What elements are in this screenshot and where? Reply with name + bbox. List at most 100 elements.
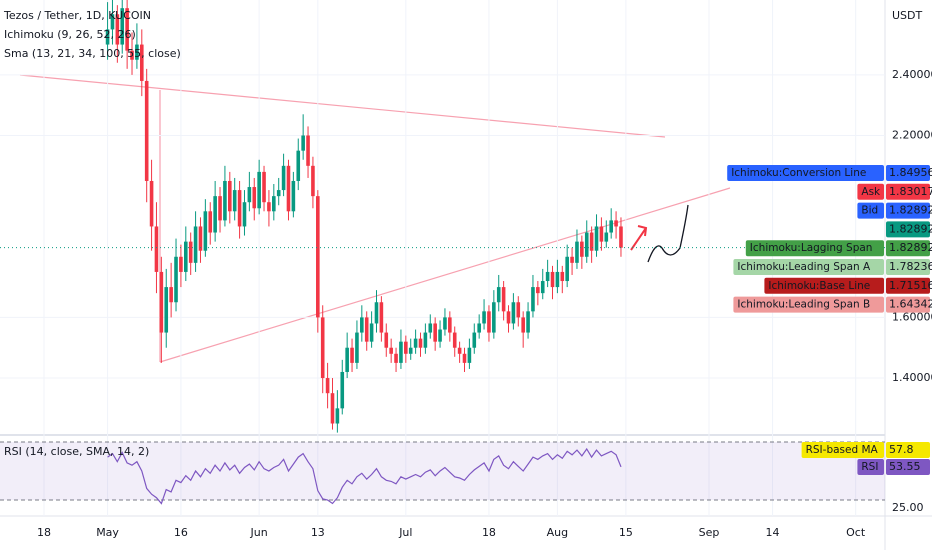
candle-body xyxy=(311,165,315,197)
name-label: Ask xyxy=(861,186,881,198)
candle-body xyxy=(242,202,247,227)
value-label: 1.84956 xyxy=(889,166,932,179)
candle-body xyxy=(164,287,169,333)
candle-body xyxy=(438,329,442,342)
candle-body xyxy=(604,232,609,242)
candle-body xyxy=(423,332,428,348)
value-label: 1.64342 xyxy=(889,298,932,311)
candle-body xyxy=(232,190,237,212)
candle-body xyxy=(443,317,447,330)
candle-body xyxy=(584,232,589,257)
candle-body xyxy=(457,347,462,354)
candle-body xyxy=(335,408,340,424)
name-label: Ichimoku:Lagging Span xyxy=(750,242,873,254)
value-label-box xyxy=(886,202,930,219)
candle-body xyxy=(462,353,467,363)
indicator-legend: Ichimoku (9, 26, 52, 26) xyxy=(4,28,136,41)
x-tick-label: 13 xyxy=(311,526,325,539)
candle-body xyxy=(575,241,579,263)
candle-body xyxy=(506,311,511,324)
value-label-box xyxy=(886,442,930,458)
x-tick-label: Oct xyxy=(846,526,866,539)
candle-body xyxy=(198,226,203,251)
value-label: 53.55 xyxy=(889,460,921,473)
candle-body xyxy=(379,302,384,333)
drawn-arrow xyxy=(630,225,648,251)
y-tick-label: 2.20000 xyxy=(892,129,932,142)
candle-body xyxy=(345,347,349,372)
candle-body xyxy=(496,287,501,303)
candle-body xyxy=(560,271,565,282)
candle-body xyxy=(580,241,584,257)
candle-body xyxy=(110,14,115,30)
candle-body xyxy=(364,317,369,342)
candle-body xyxy=(286,165,291,212)
candle-body xyxy=(276,190,281,197)
candle-body xyxy=(281,165,286,191)
name-label-box xyxy=(733,296,884,313)
value-label-box xyxy=(886,240,930,257)
candle-body xyxy=(492,302,496,333)
candle-body xyxy=(609,220,613,233)
candle-body xyxy=(169,287,173,303)
candle-body xyxy=(619,226,623,248)
rsi-legend: RSI (14, close, SMA, 14, 2) xyxy=(4,445,149,458)
rsi-line xyxy=(107,447,622,505)
candle-body xyxy=(413,338,418,348)
candle-body xyxy=(296,150,301,181)
candle-body xyxy=(325,378,330,394)
name-label-box xyxy=(727,165,884,181)
candle-body xyxy=(374,302,379,324)
value-label-box xyxy=(886,459,930,475)
candle-body xyxy=(531,287,535,312)
candle-body xyxy=(418,338,423,348)
candle-body xyxy=(614,220,618,227)
value-label-box xyxy=(886,183,930,200)
x-tick-label: Jul xyxy=(398,526,412,539)
candle-body xyxy=(105,29,110,45)
value-label-box xyxy=(886,277,930,294)
x-tick-label: 15 xyxy=(619,526,633,539)
candle-body xyxy=(203,211,208,251)
name-label: RSI-based MA xyxy=(806,444,879,456)
candle-body xyxy=(408,347,413,354)
y-tick-label: 2.40000 xyxy=(892,68,932,81)
candle-body xyxy=(526,311,530,333)
candle-body xyxy=(218,196,222,221)
candle-body xyxy=(550,271,555,288)
symbol-title: Tezos / Tether, 1D, KUCOIN xyxy=(3,9,151,22)
candle-body xyxy=(188,241,193,263)
candle-body xyxy=(125,8,129,51)
currency: USDT xyxy=(892,9,923,22)
x-tick-label: Sep xyxy=(699,526,720,539)
name-label: Ichimoku:Leading Span B xyxy=(737,299,870,311)
candle-body xyxy=(330,393,335,424)
y-tick-label: 1.40000 xyxy=(892,371,932,384)
candle-body xyxy=(247,187,252,203)
value-label: 1.82892 xyxy=(889,204,932,217)
candle-body xyxy=(350,347,354,363)
candle-body xyxy=(384,332,389,348)
candle-body xyxy=(360,317,364,333)
candle-body xyxy=(467,347,472,363)
x-tick-label: 18 xyxy=(482,526,496,539)
rsi-band xyxy=(0,442,885,500)
name-label-box xyxy=(857,202,884,219)
value-label: 1.83017 xyxy=(889,185,932,198)
candle-body xyxy=(139,44,144,81)
name-label-box xyxy=(745,240,884,257)
x-tick-label: 14 xyxy=(766,526,780,539)
value-label-box xyxy=(886,296,930,313)
candle-body xyxy=(267,202,271,212)
candle-body xyxy=(193,226,198,263)
candle-body xyxy=(291,180,296,212)
indicator-legend: Sma (13, 21, 34, 100, 55, close) xyxy=(4,47,181,60)
candle-body xyxy=(555,271,560,288)
value-label-box xyxy=(886,259,930,275)
candle-body xyxy=(262,171,266,203)
candle-body xyxy=(340,371,345,409)
candle-body xyxy=(272,196,276,212)
candle-body xyxy=(477,323,481,333)
